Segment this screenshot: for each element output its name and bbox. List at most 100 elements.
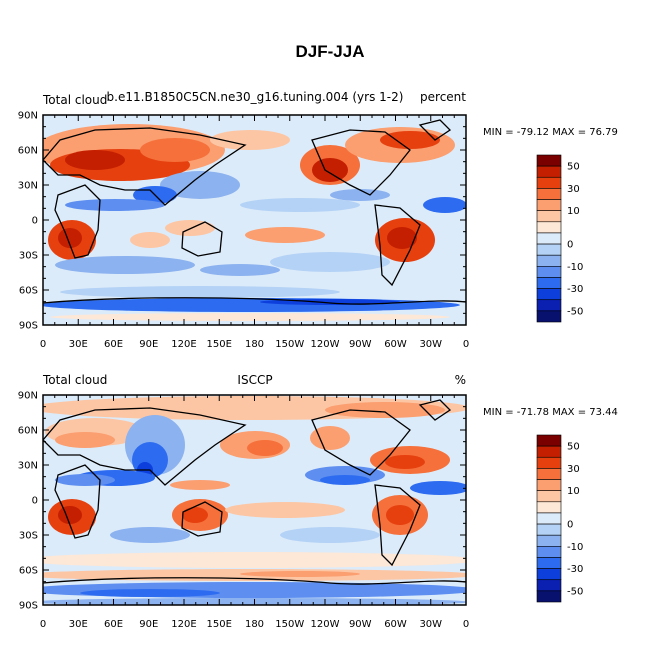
lon-tick-label: 60W bbox=[384, 619, 407, 630]
model-units-label: percent bbox=[420, 90, 466, 104]
lat-tick-label: 60S bbox=[19, 566, 38, 577]
colorbar-swatch bbox=[536, 557, 562, 569]
colorbar-swatch bbox=[536, 512, 562, 525]
colorbar-swatch bbox=[536, 210, 562, 223]
lon-tick-label: 90W bbox=[349, 619, 372, 630]
lon-tick-label: 90W bbox=[349, 339, 372, 350]
colorbar-swatch bbox=[536, 456, 562, 469]
colorbar-swatch bbox=[536, 501, 562, 514]
lon-tick-label: 60E bbox=[104, 339, 123, 350]
model-left-label: Total cloud bbox=[42, 93, 107, 107]
colorbar-label: 10 bbox=[567, 486, 580, 497]
lon-tick-label: 30W bbox=[419, 619, 442, 630]
colorbar-swatch bbox=[536, 243, 562, 256]
colorbar-label: 30 bbox=[567, 184, 580, 195]
lat-tick-label: 90S bbox=[19, 321, 38, 332]
lon-tick-label: 30E bbox=[69, 619, 88, 630]
lon-tick-label: 30W bbox=[419, 339, 442, 350]
colorbar-label: 50 bbox=[567, 442, 580, 453]
isccp-cloud-field bbox=[43, 395, 466, 605]
colorbar-swatch bbox=[536, 288, 562, 301]
figure-title: DJF-JJA bbox=[295, 42, 365, 61]
colorbar-label: -50 bbox=[567, 306, 583, 317]
model-cloud-field bbox=[43, 115, 466, 325]
isccp-colorbar: 50 30 10 0 -10 -30 -50 bbox=[536, 434, 583, 603]
colorbar-label: -30 bbox=[567, 284, 583, 295]
model-case-label: b.e11.B1850C5CN.ne30_g16.tuning.004 (yrs… bbox=[107, 90, 404, 104]
colorbar-label: 50 bbox=[567, 162, 580, 173]
lon-tick-label: 150W bbox=[275, 339, 304, 350]
lon-tick-label: 30E bbox=[69, 339, 88, 350]
lat-tick-label: 30S bbox=[19, 251, 38, 262]
colorbar-swatch bbox=[536, 154, 562, 167]
colorbar-label: 30 bbox=[567, 464, 580, 475]
lat-tick-label: 60N bbox=[18, 426, 38, 437]
colorbar-swatch bbox=[536, 534, 562, 547]
colorbar-swatch bbox=[536, 232, 562, 245]
colorbar-swatch bbox=[536, 176, 562, 189]
lon-tick-label: 180 bbox=[245, 619, 264, 630]
lon-tick-label: 0 bbox=[40, 619, 46, 630]
colorbar-swatch bbox=[536, 299, 562, 312]
lat-tick-label: 0 bbox=[32, 496, 38, 507]
colorbar-swatch bbox=[536, 199, 562, 211]
colorbar-label: -10 bbox=[567, 542, 583, 553]
lat-tick-label: 60S bbox=[19, 286, 38, 297]
colorbar-label: 0 bbox=[567, 520, 573, 531]
lon-tick-label: 150E bbox=[207, 619, 232, 630]
colorbar-swatch bbox=[536, 490, 562, 503]
colorbar-swatch bbox=[536, 445, 562, 458]
lon-tick-label: 120E bbox=[171, 339, 196, 350]
colorbar-swatch bbox=[536, 188, 562, 200]
colorbar-swatch bbox=[536, 266, 562, 278]
lat-tick-label: 90S bbox=[19, 601, 38, 612]
colorbar-swatch bbox=[536, 523, 562, 536]
colorbar-swatch bbox=[536, 434, 562, 447]
colorbar-swatch bbox=[536, 310, 562, 323]
lon-tick-label: 120W bbox=[311, 339, 340, 350]
lon-tick-label: 0 bbox=[463, 619, 469, 630]
lon-tick-label: 90E bbox=[139, 619, 158, 630]
lon-tick-label: 60W bbox=[384, 339, 407, 350]
model-colorbar: 50 30 10 0 -10 -30 -50 bbox=[536, 154, 583, 323]
colorbar-swatch bbox=[536, 254, 562, 267]
lon-tick-label: 120W bbox=[311, 619, 340, 630]
isccp-left-label: Total cloud bbox=[42, 373, 107, 387]
colorbar-label: -30 bbox=[567, 564, 583, 575]
lon-tick-label: 180 bbox=[245, 339, 264, 350]
colorbar-swatch bbox=[536, 221, 562, 234]
colorbar-swatch bbox=[536, 546, 562, 558]
colorbar-swatch bbox=[536, 277, 562, 289]
lat-tick-label: 30S bbox=[19, 531, 38, 542]
isccp-min-max: MIN = -71.78 MAX = 73.44 bbox=[483, 407, 618, 418]
colorbar-swatch bbox=[536, 468, 562, 480]
isccp-units-label: % bbox=[455, 373, 466, 387]
colorbar-label: 0 bbox=[567, 240, 573, 251]
lat-tick-label: 90N bbox=[18, 391, 38, 402]
lat-tick-label: 90N bbox=[18, 111, 38, 122]
lat-tick-label: 60N bbox=[18, 146, 38, 157]
colorbar-label: -50 bbox=[567, 586, 583, 597]
lon-tick-label: 60E bbox=[104, 619, 123, 630]
colorbar-label: 10 bbox=[567, 206, 580, 217]
colorbar-swatch bbox=[536, 590, 562, 603]
lon-tick-label: 0 bbox=[40, 339, 46, 350]
isccp-source-label: ISCCP bbox=[237, 373, 272, 387]
lon-tick-label: 150W bbox=[275, 619, 304, 630]
lon-tick-label: 90E bbox=[139, 339, 158, 350]
lon-tick-label: 120E bbox=[171, 619, 196, 630]
lat-tick-label: 30N bbox=[18, 181, 38, 192]
colorbar-label: -10 bbox=[567, 262, 583, 273]
lat-tick-label: 30N bbox=[18, 461, 38, 472]
colorbar-swatch bbox=[536, 479, 562, 491]
colorbar-swatch bbox=[536, 579, 562, 592]
lon-tick-label: 0 bbox=[463, 339, 469, 350]
colorbar-swatch bbox=[536, 568, 562, 581]
lat-tick-label: 0 bbox=[32, 216, 38, 227]
lon-tick-label: 150E bbox=[207, 339, 232, 350]
model-min-max: MIN = -79.12 MAX = 76.79 bbox=[483, 127, 618, 138]
